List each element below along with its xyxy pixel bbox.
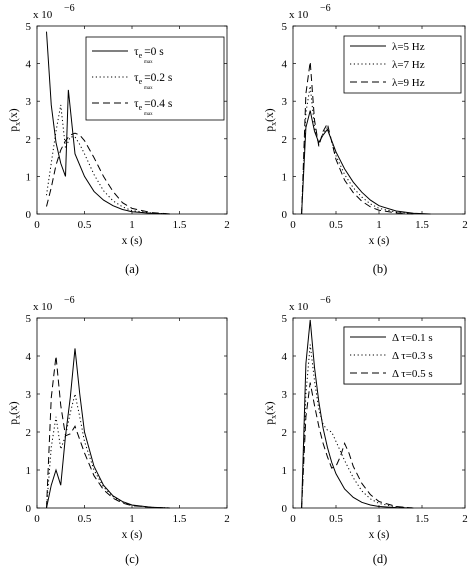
y-axis-label: px(x) (8, 401, 22, 424)
legend-entry-label: λ=5 Hz (392, 41, 425, 53)
y-tick-label: 5 (282, 21, 288, 33)
y-tick-label: 0 (26, 209, 32, 221)
y-tick-label: 5 (26, 313, 32, 325)
x-tick-label: 0.5 (329, 513, 343, 525)
x-axis-label: x (s) (369, 235, 390, 247)
x-tick-label: 0 (34, 513, 40, 525)
x-axis-label: x (s) (122, 529, 143, 541)
panel-caption: (b) (373, 262, 388, 276)
legend-entry-label: Δ τ=0.1 s (392, 332, 433, 344)
y-tick-label: 1 (282, 465, 288, 477)
series-line-3 (46, 355, 171, 509)
series-line-3 (301, 382, 414, 509)
legend-entry-label: Δ τ=0.5 s (392, 368, 433, 380)
y-tick-label: 3 (282, 96, 288, 108)
y-exponent-power: −6 (320, 3, 331, 14)
y-exponent-label: x 10 (289, 301, 309, 313)
y-tick-label: 1 (26, 465, 32, 477)
series-line-1 (301, 110, 431, 215)
x-tick-label: 1.5 (173, 513, 187, 525)
x-tick-label: 1.5 (173, 219, 187, 231)
y-tick-label: 1 (282, 171, 288, 183)
legend-entry-subscript: max (144, 86, 153, 91)
y-tick-label: 0 (282, 209, 288, 221)
y-axis-label: px(x) (264, 108, 278, 131)
x-tick-label: 0 (290, 219, 296, 231)
y-tick-label: 1 (26, 171, 32, 183)
legend-entry-label: λ=7 Hz (392, 59, 425, 71)
series-line-2 (46, 393, 171, 509)
x-tick-label: 0 (290, 513, 296, 525)
x-tick-label: 2 (224, 219, 230, 231)
chart-panel-b: 0 0.5 1 1.5 2 0 1 2 3 4 5x 10 −6 x (s) px(x) (b) λ=5 Hz… (264, 3, 468, 276)
chart-panel-a: 0 0.5 1 1.5 2 0 1 2 3 4 5x 10 −6 x (s) px(x) (a) τe =0 s… (8, 3, 230, 276)
panel-caption: (a) (125, 262, 139, 276)
y-axis-label: px(x) (264, 401, 278, 424)
x-tick-label: 1 (129, 219, 135, 231)
series-line-1 (301, 319, 414, 509)
x-axis-label: x (s) (122, 235, 143, 247)
legend-entry-subscript: max (144, 112, 153, 117)
y-tick-label: 5 (26, 21, 32, 33)
legend-entry-subscript: max (144, 60, 153, 65)
legend: λ=5 Hz λ=7 Hz λ=9 Hz (343, 35, 462, 94)
y-tick-label: 4 (282, 59, 288, 71)
x-tick-label: 2 (462, 513, 468, 525)
y-tick-label: 2 (26, 427, 32, 439)
series-line-2 (301, 86, 414, 215)
x-tick-label: 2 (224, 513, 230, 525)
x-tick-label: 1 (376, 219, 382, 231)
y-tick-label: 0 (26, 503, 32, 515)
legend-entry-label: τe =0.2 s (134, 72, 173, 86)
y-tick-label: 4 (26, 351, 32, 363)
x-tick-label: 1 (129, 513, 135, 525)
y-exponent-label: x 10 (289, 9, 309, 21)
x-tick-label: 2 (462, 219, 468, 231)
series-line-2 (46, 104, 171, 215)
y-tick-label: 4 (26, 59, 32, 71)
x-tick-label: 1.5 (415, 513, 429, 525)
x-tick-label: 0.5 (78, 513, 92, 525)
series-line-3 (301, 61, 414, 215)
y-tick-label: 3 (282, 389, 288, 401)
y-tick-label: 3 (26, 96, 32, 108)
series-line-1 (46, 31, 171, 215)
y-tick-label: 5 (282, 313, 288, 325)
legend-entry-label: τe =0 s (134, 46, 164, 60)
x-tick-label: 0.5 (329, 219, 343, 231)
y-tick-label: 0 (282, 503, 288, 515)
chart-panel-d: 0 0.5 1 1.5 2 0 1 2 3 4 5x 10 −6 x (s) px(x) (d) Δ τ=0.… (264, 295, 468, 566)
y-axis-label: px(x) (8, 108, 22, 131)
x-axis-label: x (s) (369, 529, 390, 541)
series-line-1 (46, 348, 171, 509)
y-exponent-power: −6 (64, 295, 75, 306)
y-tick-label: 2 (282, 427, 288, 439)
series-line-2 (301, 344, 414, 509)
y-tick-label: 2 (26, 134, 32, 146)
series-line-3 (46, 132, 171, 215)
legend-entry-label: Δ τ=0.3 s (392, 350, 433, 362)
y-tick-label: 3 (26, 389, 32, 401)
y-exponent-power: −6 (320, 295, 331, 306)
x-tick-label: 1 (376, 513, 382, 525)
y-tick-label: 4 (282, 351, 288, 363)
panel-caption: (d) (373, 552, 388, 566)
y-tick-label: 2 (282, 134, 288, 146)
x-tick-label: 1.5 (415, 219, 429, 231)
legend-entry-label: λ=9 Hz (392, 77, 425, 89)
legend-entry-label: τe =0.4 s (134, 98, 173, 112)
x-tick-label: 0.5 (78, 219, 92, 231)
y-exponent-label: x 10 (33, 301, 53, 313)
plot-area-frame (36, 317, 228, 509)
panel-caption: (c) (125, 552, 139, 566)
legend: Δ τ=0.1 s Δ τ=0.3 s Δ τ=0.5 s (343, 326, 462, 385)
x-tick-label: 0 (34, 219, 40, 231)
y-exponent-label: x 10 (33, 9, 53, 21)
y-exponent-power: −6 (64, 3, 75, 14)
